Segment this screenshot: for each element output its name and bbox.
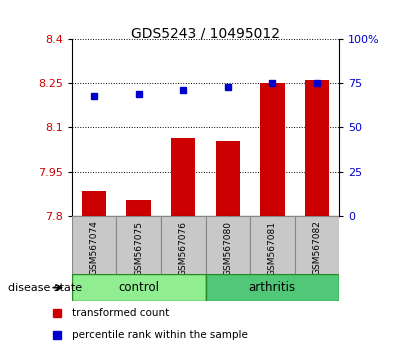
Bar <box>72 274 206 301</box>
Bar <box>171 138 196 216</box>
Bar <box>295 216 339 274</box>
Text: GSM567074: GSM567074 <box>90 221 99 275</box>
Text: GDS5243 / 10495012: GDS5243 / 10495012 <box>131 27 280 41</box>
Text: GSM567080: GSM567080 <box>223 221 232 276</box>
Bar <box>260 83 284 216</box>
Bar <box>206 274 339 301</box>
Text: percentile rank within the sample: percentile rank within the sample <box>72 330 247 340</box>
Text: GSM567075: GSM567075 <box>134 221 143 276</box>
Text: control: control <box>118 281 159 294</box>
Bar <box>161 216 206 274</box>
Bar <box>206 216 250 274</box>
Text: arthritis: arthritis <box>249 281 296 294</box>
Text: disease state: disease state <box>8 282 82 293</box>
Bar <box>215 141 240 216</box>
Bar <box>72 216 116 274</box>
Bar <box>127 200 151 216</box>
Bar <box>305 80 329 216</box>
Text: GSM567076: GSM567076 <box>179 221 188 276</box>
Text: transformed count: transformed count <box>72 308 169 318</box>
Text: GSM567082: GSM567082 <box>312 221 321 275</box>
Bar <box>250 216 295 274</box>
Bar <box>116 216 161 274</box>
Bar <box>82 191 106 216</box>
Text: GSM567081: GSM567081 <box>268 221 277 276</box>
